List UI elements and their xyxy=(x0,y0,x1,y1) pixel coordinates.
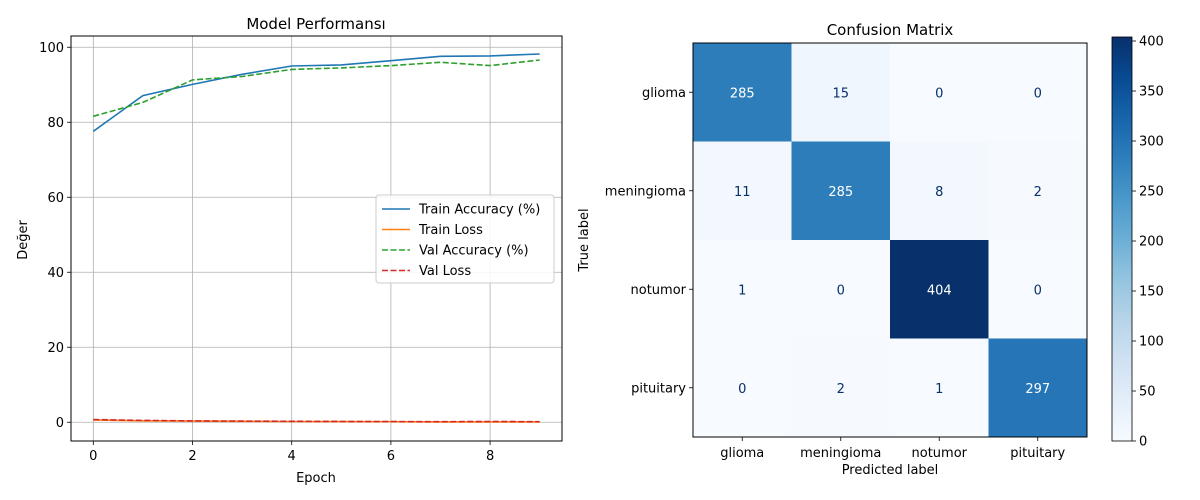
matrix-cell-value: 0 xyxy=(935,86,943,101)
matrix-cell-value: 404 xyxy=(927,283,952,298)
y-tick-label: 80 xyxy=(47,116,64,131)
series-line-val-accuracy xyxy=(93,59,540,118)
line-chart-title: Model Performansı xyxy=(246,15,385,33)
matrix-cell xyxy=(791,43,891,142)
matrix-cell-value: 1 xyxy=(935,382,943,397)
series-line-train-accuracy xyxy=(92,53,540,132)
matrix-cell xyxy=(693,240,792,339)
y-tick-label: 40 xyxy=(47,266,64,281)
matrix-cell xyxy=(988,240,1088,339)
matrix-cell-value: 1 xyxy=(738,283,746,298)
colorbar-tick-label: 200 xyxy=(1139,235,1164,250)
matrix-cell xyxy=(791,240,891,339)
matrix-cell xyxy=(988,141,1088,241)
colorbar-tick-label: 350 xyxy=(1139,85,1164,100)
legend-box xyxy=(375,194,555,284)
y-tick-label: 100 xyxy=(39,41,64,56)
confusion-matrix-x-axis-label: Predicted label xyxy=(842,463,939,478)
matrix-cell xyxy=(791,338,891,438)
matrix-cell xyxy=(988,338,1088,438)
line-chart-series xyxy=(92,53,540,423)
matrix-cell xyxy=(791,141,891,241)
matrix-cell xyxy=(988,43,1088,142)
x-tick-label: 8 xyxy=(486,449,494,464)
colorbar-tick-label: 0 xyxy=(1139,435,1147,450)
colorbar-tick-label: 400 xyxy=(1139,35,1164,50)
y-tick-label: notumor xyxy=(631,283,687,298)
matrix-cell-value: 0 xyxy=(738,382,746,397)
line-chart-plot-frame xyxy=(70,35,563,442)
y-tick-label: 20 xyxy=(47,341,64,356)
confusion-matrix-frame xyxy=(692,42,1088,438)
confusion-matrix-y-axis-label: True label xyxy=(577,208,592,272)
x-tick-label: meningioma xyxy=(800,446,881,461)
colorbar-tick-label: 100 xyxy=(1139,335,1164,350)
x-tick-label: glioma xyxy=(720,446,764,461)
x-tick-label: 4 xyxy=(288,449,296,464)
matrix-cell-value: 15 xyxy=(832,86,849,101)
colorbar-tick-label: 50 xyxy=(1139,385,1156,400)
matrix-cell-value: 0 xyxy=(1034,86,1042,101)
x-tick-label: pituitary xyxy=(1010,446,1065,461)
matrix-cell xyxy=(693,141,792,241)
matrix-cell-value: 0 xyxy=(1034,283,1042,298)
x-tick-label: notumor xyxy=(912,446,968,461)
colorbar-tick-label: 300 xyxy=(1139,135,1164,150)
y-tick-label: 60 xyxy=(47,191,64,206)
line-chart-x-axis-label: Epoch xyxy=(296,471,336,486)
matrix-cell-value: 2 xyxy=(1034,185,1042,200)
matrix-cell xyxy=(890,338,989,438)
line-chart-y-axis-label: Değer xyxy=(16,220,31,260)
x-tick-label: 2 xyxy=(188,449,196,464)
confusion-matrix-title: Confusion Matrix xyxy=(827,21,954,39)
legend-label: Train Loss xyxy=(418,223,483,238)
legend-label: Val Loss xyxy=(419,264,471,279)
confusion-matrix-cells: 285 15 0 0 11 285 8 2 1 0 404 0 0 2 1 297 xyxy=(693,43,1088,438)
y-tick-label: 0 xyxy=(56,416,64,431)
matrix-cell-value: 285 xyxy=(730,86,755,101)
colorbar-tick-label: 150 xyxy=(1139,285,1164,300)
y-tick-label: meningioma xyxy=(605,184,686,199)
matrix-cell xyxy=(890,43,989,142)
legend-label: Train Accuracy (%) xyxy=(418,203,540,218)
y-tick-label: glioma xyxy=(642,86,686,101)
x-tick-label: 0 xyxy=(89,449,97,464)
series-line-val-loss xyxy=(93,418,540,423)
colorbar-tick-label: 250 xyxy=(1139,185,1164,200)
y-tick-label: pituitary xyxy=(631,381,686,396)
confusion-matrix-chart: Confusion Matrix 285 15 0 011 285 8 21 0 404 00 2 1… xyxy=(577,21,1164,478)
confusion-matrix-ticks: glioma meningioma notumor pituitary glioma me… xyxy=(605,86,1066,461)
matrix-cell-value: 2 xyxy=(837,382,845,397)
matrix-cell-value: 0 xyxy=(837,283,845,298)
matrix-cell-value: 11 xyxy=(734,185,751,200)
matrix-cell xyxy=(890,141,989,241)
matrix-cell xyxy=(693,338,792,438)
line-chart-legend: Train Accuracy (%) Train Loss Val Accuracy… xyxy=(375,194,555,284)
matrix-cell-value: 8 xyxy=(935,185,943,200)
colorbar-scale xyxy=(1111,36,1133,442)
matrix-cell-value: 297 xyxy=(1025,382,1050,397)
colorbar: 0 50 100 150 200 250 300 350 400 xyxy=(1111,35,1164,450)
matrix-cell xyxy=(890,240,989,339)
legend-label: Val Accuracy (%) xyxy=(419,244,529,259)
matrix-cell-value: 285 xyxy=(828,185,853,200)
matrix-cell xyxy=(693,43,792,142)
x-tick-label: 6 xyxy=(387,449,395,464)
